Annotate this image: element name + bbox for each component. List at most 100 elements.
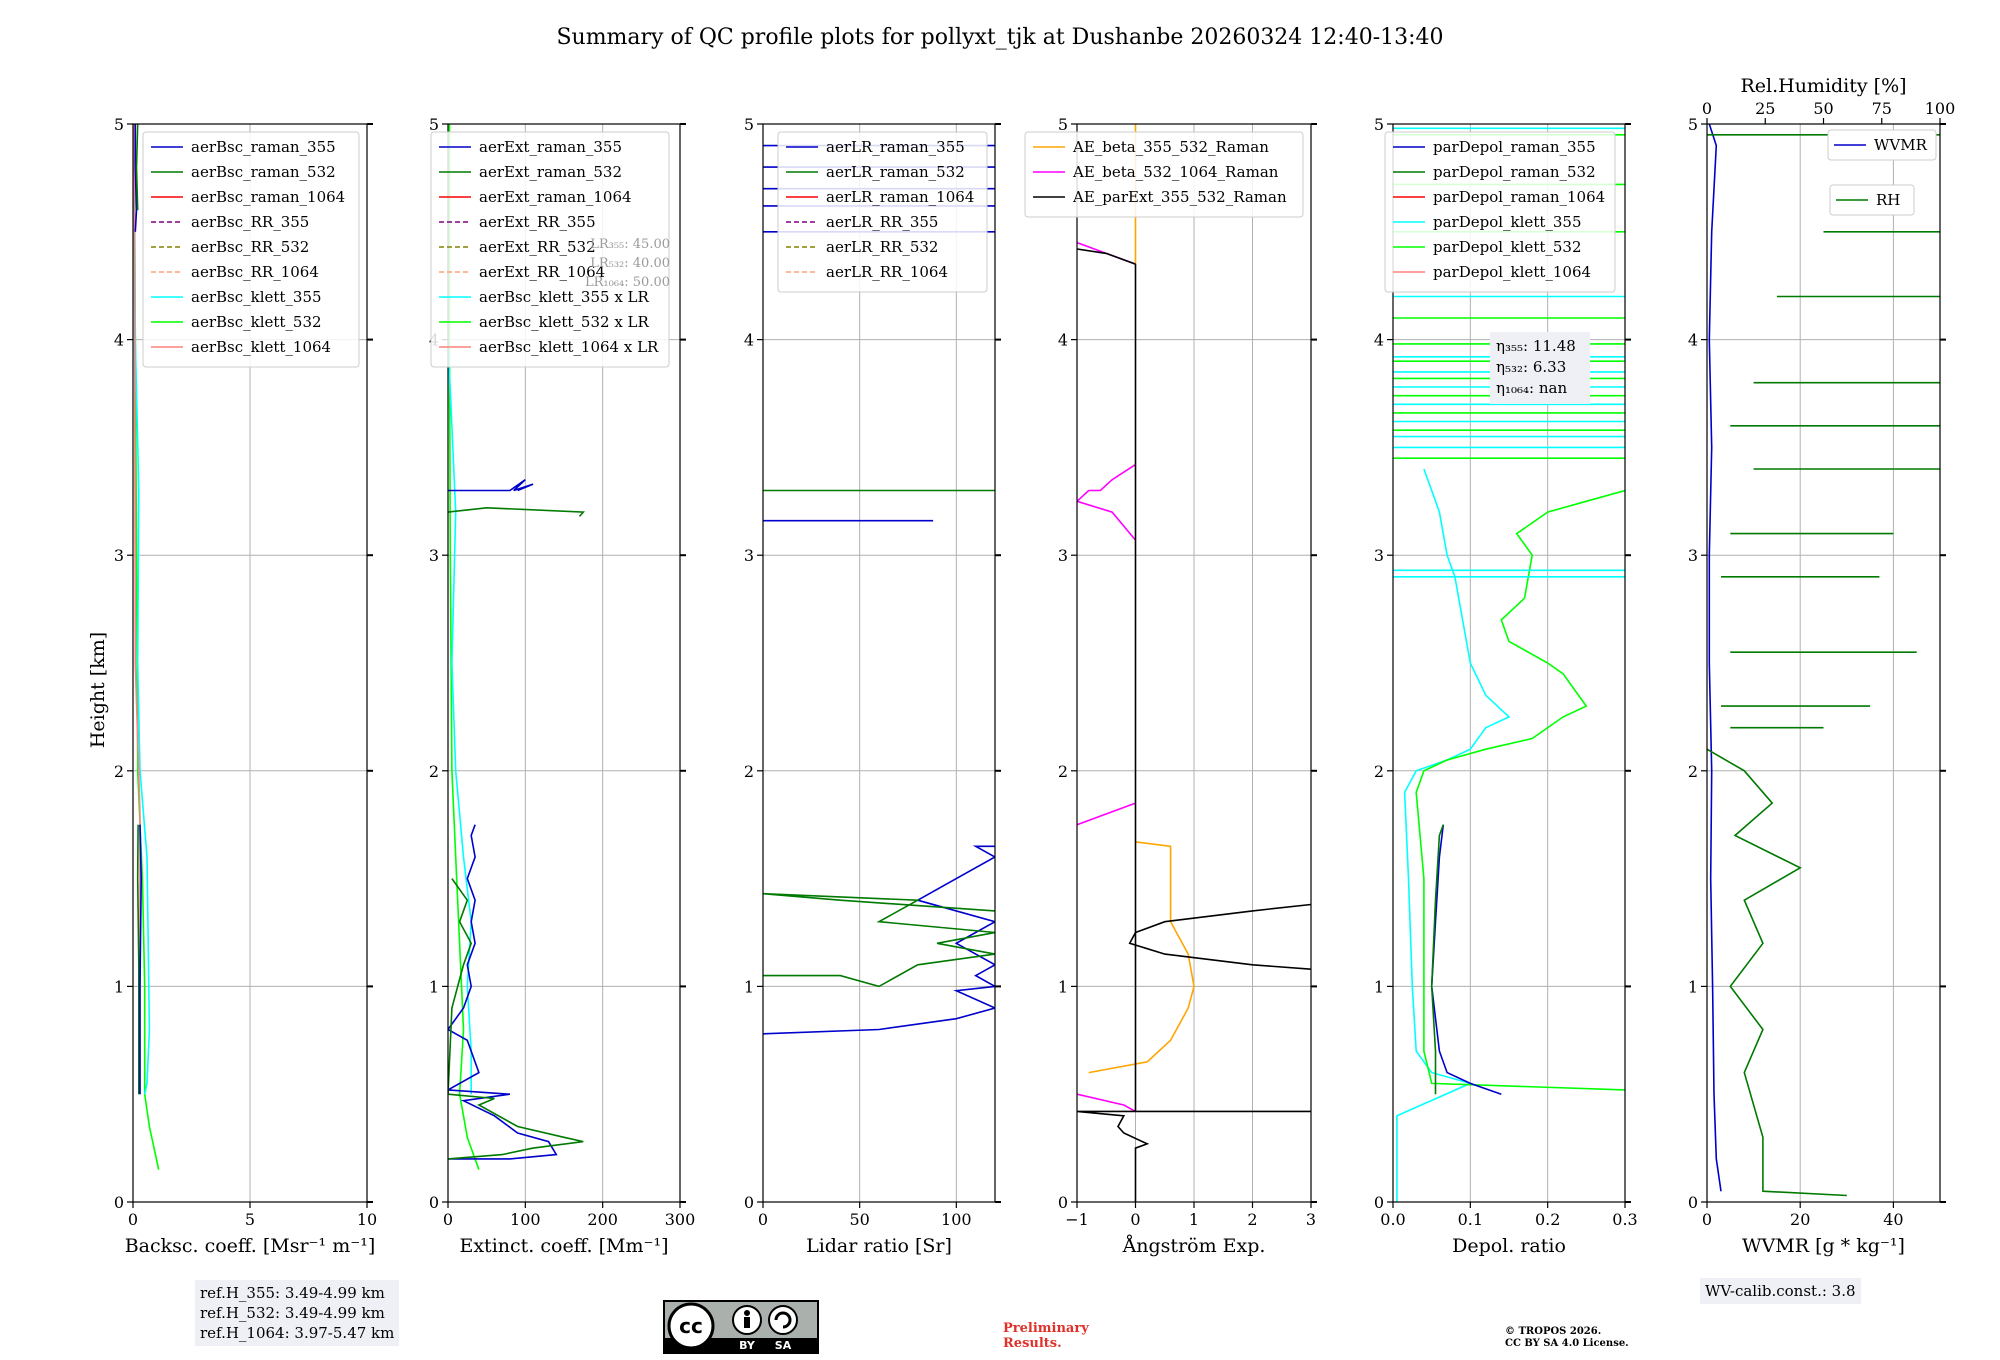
x-tick-label: 100: [941, 1210, 972, 1229]
y-tick-label: 1: [1058, 977, 1068, 996]
legend-box: [1384, 131, 1616, 293]
x-tick-label: 0.1: [1458, 1210, 1483, 1229]
legend-label: parDepol_raman_355: [1433, 138, 1596, 156]
x-axis-label: Extinct. coeff. [Mm⁻¹]: [459, 1235, 668, 1257]
legend-label: AE_parExt_355_532_Raman: [1072, 188, 1287, 206]
series-line: [448, 824, 558, 1160]
legend-label: aerBsc_klett_1064 x LR: [479, 338, 659, 356]
y-tick-label: 1: [429, 977, 439, 996]
x-tick-label: 0: [758, 1210, 768, 1229]
y-tick-label: 5: [744, 115, 754, 134]
x-axis-label: Lidar ratio [Sr]: [806, 1235, 952, 1257]
wv-panel: 0 20 40 0 1 2 3 4 5 WVMR [g * kg⁻¹] 0 25 50 75 100 Rel.…: [1688, 75, 1955, 1257]
y-tick-label: 3: [429, 546, 439, 565]
preliminary-line-1: Preliminary: [1003, 1321, 1089, 1336]
series-line: [136, 824, 140, 1095]
series-line: [1396, 468, 1511, 1202]
series-group: [448, 124, 586, 1170]
legend-label: aerExt_raman_355: [479, 138, 622, 156]
legend-box: [1829, 184, 1915, 216]
y-tick-label: 3: [1058, 546, 1068, 565]
legend-label: aerExt_RR_1064: [479, 263, 605, 281]
bsc-panel: 0 5 10 0 1 2 3 4 5 Backsc. coeff. [Msr⁻¹ m⁻¹] aerB…: [114, 115, 377, 1257]
legend-box: [142, 131, 360, 368]
series-line: [448, 506, 586, 517]
y-tick-label: 4: [1688, 331, 1698, 350]
series-line: [1707, 748, 1847, 1197]
eta-label: η₃₅₅: 11.48: [1496, 337, 1576, 355]
legend-label: aerExt_RR_355: [479, 213, 596, 231]
eta-box: [1490, 332, 1590, 404]
lidar-ratio-label: LR₃₅₅: 45.00: [590, 237, 670, 252]
series-line: [763, 845, 995, 1035]
y-tick-label: 4: [744, 331, 754, 350]
series-line: [134, 124, 138, 232]
series-line: [1088, 841, 1195, 1074]
x-tick-label: 3: [1306, 1210, 1316, 1229]
y-tick-label: 1: [114, 977, 124, 996]
series-line: [1077, 463, 1137, 541]
series-line: [448, 124, 480, 1170]
axes-frame: [1706, 123, 1941, 1203]
x-tick-label: 20: [1790, 1210, 1810, 1229]
reference-height-box: ref.H_355: 3.49-4.99 km ref.H_532: 3.49-…: [195, 1280, 400, 1346]
y-tick-label: 5: [1688, 115, 1698, 134]
legend-label: parDepol_klett_532: [1433, 238, 1582, 256]
y-tick-label: 0: [114, 1193, 124, 1212]
lr-panel: 0 50 100 0 1 2 3 4 5 Lidar ratio [Sr] aerLR_raman_…: [744, 115, 1001, 1257]
ext-panel: 0100200300012345Extinct. coeff. [Mm⁻¹]ae…: [429, 115, 695, 1257]
y-tick-label: 5: [1374, 115, 1384, 134]
y-tick-label: 2: [744, 762, 754, 781]
y-tick-label: 2: [1374, 762, 1384, 781]
lidar-ratio-label: LR₁₀₆₄: 50.00: [585, 275, 670, 290]
legend-label: AE_beta_532_1064_Raman: [1072, 163, 1279, 181]
series-line: [1415, 489, 1625, 1091]
legend-label: parDepol_klett_355: [1433, 213, 1582, 231]
y-tick-label: 0: [1688, 1193, 1698, 1212]
lidar-ratio-label: LR₅₃₂: 40.00: [590, 256, 670, 271]
y-tick-label: 1: [1688, 977, 1698, 996]
copyright-note: © TROPOS 2026. CC BY SA 4.0 License.: [1505, 1326, 1629, 1350]
x-tick-label: 50: [849, 1210, 869, 1229]
legend-label: aerExt_RR_532: [479, 238, 596, 256]
preliminary-note: Preliminary Results.: [1003, 1321, 1089, 1351]
series-line: [1430, 824, 1445, 1095]
legend-label: aerBsc_klett_355: [191, 288, 322, 306]
y-tick-label: 0: [1374, 1193, 1384, 1212]
x-tick-label: −1: [1065, 1210, 1089, 1229]
legend-label: aerBsc_klett_532: [191, 313, 322, 331]
series-line: [1128, 903, 1311, 970]
series-line: [1077, 802, 1136, 826]
legend-label: aerBsc_RR_355: [191, 213, 309, 231]
x-axis-label: Depol. ratio: [1452, 1235, 1566, 1257]
x-tick-label: 40: [1883, 1210, 1903, 1229]
x-tick-label: 0.2: [1535, 1210, 1560, 1229]
x-tick-label: 5: [245, 1210, 255, 1229]
x-tick-label: 0: [128, 1210, 138, 1229]
depol-panel: 0.0 0.1 0.2 0.3 0 1 2 3 4 5 Depol. ratio parDepol_r…: [1374, 115, 1638, 1257]
x-tick-label: 10: [357, 1210, 377, 1229]
y-tick-label: 2: [1688, 762, 1698, 781]
ref-height-1064: ref.H_1064: 3.97-5.47 km: [200, 1324, 395, 1342]
y-tick-label: 2: [429, 762, 439, 781]
wv-calibration-constant: WV-calib.const.: 3.8: [1705, 1282, 1856, 1300]
legend-label: aerLR_raman_355: [826, 138, 965, 156]
top-x-tick-label: 50: [1813, 99, 1833, 118]
x-axis-label: Backsc. coeff. [Msr⁻¹ m⁻¹]: [125, 1235, 376, 1257]
series-group: [133, 124, 160, 1170]
x-tick-label: 200: [587, 1210, 618, 1229]
cc-license-badge: cc BY SA: [663, 1300, 819, 1354]
series-line: [133, 124, 160, 1170]
x-tick-label: 0: [1702, 1210, 1712, 1229]
x-tick-label: 2: [1247, 1210, 1257, 1229]
legend-label: aerBsc_klett_355 x LR: [479, 288, 650, 306]
legend-label: parDepol_raman_532: [1433, 163, 1596, 181]
y-tick-label: 2: [1058, 762, 1068, 781]
x-tick-label: 100: [510, 1210, 541, 1229]
x-tick-label: 1: [1189, 1210, 1199, 1229]
series-line: [1077, 248, 1136, 265]
axes-frame: [447, 123, 681, 1203]
legend-label: aerLR_RR_1064: [826, 263, 948, 281]
series-line: [135, 124, 139, 211]
legend-label: aerBsc_klett_532 x LR: [479, 313, 650, 331]
